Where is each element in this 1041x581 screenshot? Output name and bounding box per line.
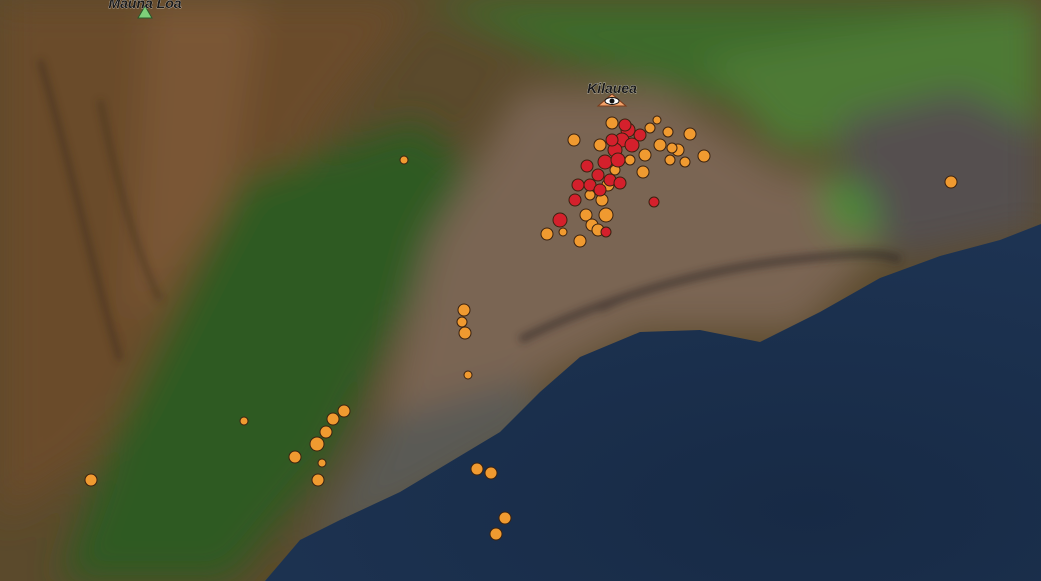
earthquake-marker[interactable] [600,226,612,238]
earthquake-marker[interactable] [567,133,581,147]
earthquake-marker[interactable] [633,128,647,142]
earthquake-marker[interactable] [319,425,333,439]
earthquake-marker[interactable] [399,155,409,165]
earthquake-marker[interactable] [624,137,640,153]
earthquake-marker[interactable] [679,156,691,168]
earthquake-markers [84,115,958,541]
earthquake-marker[interactable] [568,193,582,207]
earthquake-marker[interactable] [662,126,674,138]
earthquake-marker[interactable] [239,416,249,426]
ocean [265,224,1041,581]
earthquake-marker[interactable] [605,116,619,130]
earthquake-marker[interactable] [288,450,302,464]
earthquake-marker[interactable] [580,159,594,173]
earthquake-marker[interactable] [593,138,607,152]
earthquake-marker[interactable] [598,207,614,223]
earthquake-marker[interactable] [309,436,325,452]
earthquake-marker[interactable] [591,168,605,182]
earthquake-marker[interactable] [618,118,632,132]
earthquake-marker[interactable] [652,115,662,125]
earthquake-marker[interactable] [653,138,667,152]
earthquake-marker[interactable] [697,149,711,163]
earthquake-marker[interactable] [644,122,656,134]
earthquake-marker[interactable] [484,466,498,480]
earthquake-marker[interactable] [593,183,607,197]
peak-label: Mauna Loa [108,0,181,11]
earthquake-marker[interactable] [683,127,697,141]
earthquake-marker[interactable] [597,154,613,170]
earthquake-marker[interactable] [326,412,340,426]
earthquake-marker[interactable] [457,303,471,317]
earthquake-marker[interactable] [648,196,660,208]
earthquake-marker[interactable] [84,473,98,487]
earthquake-marker[interactable] [610,152,626,168]
earthquake-marker[interactable] [337,404,351,418]
earthquake-marker[interactable] [463,370,473,380]
mauna-loa-marker[interactable]: Mauna Loa [108,0,182,19]
earthquake-marker[interactable] [489,527,503,541]
earthquake-marker[interactable] [571,178,585,192]
earthquake-marker[interactable] [579,208,593,222]
volcano-label: Kilauea [587,80,637,96]
earthquake-marker[interactable] [552,212,568,228]
earthquake-marker[interactable] [540,227,554,241]
earthquake-marker[interactable] [613,176,627,190]
earthquake-marker[interactable] [666,142,678,154]
earthquake-marker[interactable] [317,458,327,468]
earthquake-marker[interactable] [636,165,650,179]
earthquake-marker[interactable] [458,326,472,340]
earthquake-marker[interactable] [311,473,325,487]
earthquake-marker[interactable] [498,511,512,525]
earthquake-marker[interactable] [456,316,468,328]
earthquake-marker[interactable] [664,154,676,166]
earthquake-marker[interactable] [558,227,568,237]
earthquake-marker[interactable] [638,148,652,162]
earthquake-marker[interactable] [470,462,484,476]
earthquake-marker[interactable] [573,234,587,248]
earthquake-marker[interactable] [605,133,619,147]
earthquake-marker[interactable] [624,154,636,166]
earthquake-marker[interactable] [944,175,958,189]
kilauea-marker[interactable]: Kilauea [587,80,637,107]
